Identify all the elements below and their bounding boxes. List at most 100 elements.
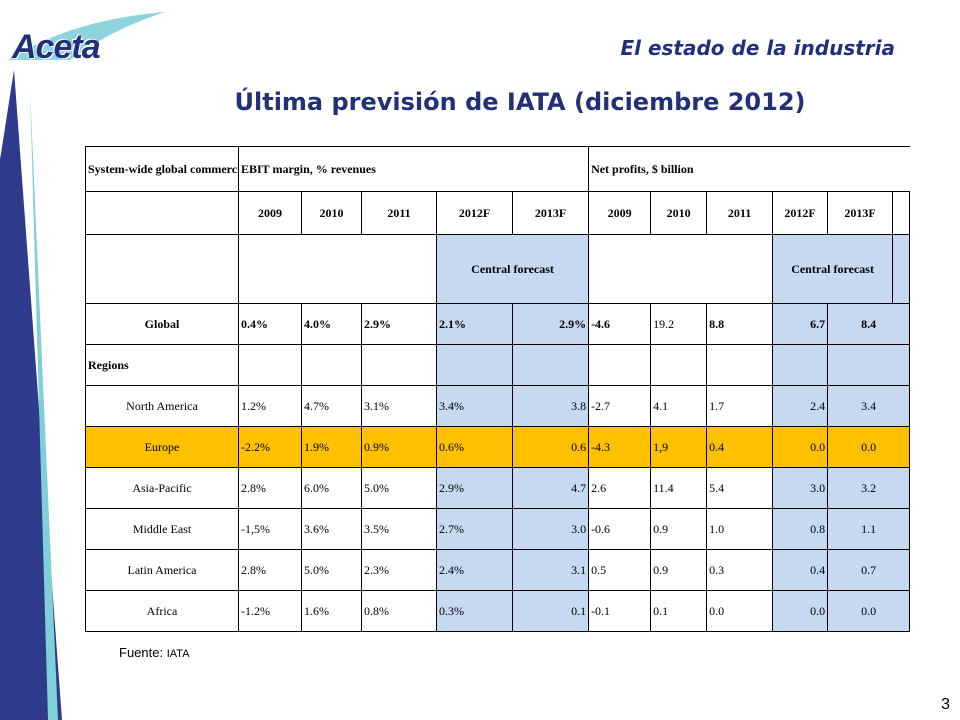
row-label: North America bbox=[85, 385, 239, 427]
year-cell: 2010 bbox=[650, 191, 708, 235]
value-cell: 0.0 bbox=[706, 590, 774, 632]
empty-cell bbox=[85, 234, 239, 304]
value-cell: 2.9% bbox=[511, 303, 590, 345]
row-label: Latin America bbox=[85, 549, 239, 591]
header-cell-airlines: System-wide global commercial airlines bbox=[85, 146, 239, 192]
value-cell: -4.6 bbox=[588, 303, 652, 345]
value-cell: 1.9% bbox=[301, 426, 362, 468]
value-cell: 2.8% bbox=[238, 549, 302, 591]
value-cell: 6.0% bbox=[301, 467, 362, 509]
value-cell: 4.0% bbox=[301, 303, 362, 345]
value-cell: 4.7 bbox=[511, 467, 590, 509]
central-forecast-row: Central forecast Central forecast bbox=[85, 234, 911, 304]
value-cell: 1,9 bbox=[650, 426, 708, 468]
year-cell: 2009 bbox=[238, 191, 302, 235]
value-cell: 5.0% bbox=[301, 549, 362, 591]
table-row: Europe -2.2% 1.9% 0.9% 0.6% 0.6 -4.3 1,9… bbox=[85, 426, 911, 468]
slide-number: 3 bbox=[941, 696, 950, 713]
source-label: Fuente: bbox=[119, 645, 164, 660]
value-cell: 0.0 bbox=[772, 590, 829, 632]
value-cell: 2.9% bbox=[361, 303, 437, 345]
value-cell: -2.2% bbox=[238, 426, 302, 468]
value-cell: 2.9% bbox=[436, 467, 513, 509]
value-cell: 0.3 bbox=[706, 549, 774, 591]
empty-cell bbox=[588, 234, 774, 304]
year-cell: 2012F bbox=[436, 191, 513, 235]
page-title: Última previsión de IATA (diciembre 2012… bbox=[234, 88, 806, 116]
row-label: Europe bbox=[85, 426, 239, 468]
row-label: Regions bbox=[85, 344, 239, 386]
table-row: North America 1.2% 4.7% 3.1% 3.4% 3.8 -2… bbox=[85, 385, 911, 427]
logo: Aceta bbox=[12, 28, 101, 66]
teal-stripe-inner bbox=[30, 90, 58, 720]
value-cell: -1,5% bbox=[238, 508, 302, 550]
year-cell: 2011 bbox=[361, 191, 437, 235]
value-cell: 0.6% bbox=[436, 426, 513, 468]
empty-cell bbox=[827, 344, 911, 386]
value-cell: 0.1 bbox=[511, 590, 590, 632]
table-row: Middle East -1,5% 3.6% 3.5% 2.7% 3.0 -0.… bbox=[85, 508, 911, 550]
source-note: Fuente: IATA bbox=[119, 645, 190, 660]
row-label: Middle East bbox=[85, 508, 239, 550]
row-label: Asia-Pacific bbox=[85, 467, 239, 509]
value-cell: 3.0 bbox=[772, 467, 829, 509]
value-cell: 3.0 bbox=[511, 508, 590, 550]
empty-cell bbox=[361, 344, 437, 386]
year-cell: 2013F bbox=[827, 191, 894, 235]
year-cell: 2010 bbox=[301, 191, 362, 235]
value-cell: 0.5 bbox=[588, 549, 652, 591]
value-cell: 2.4% bbox=[436, 549, 513, 591]
value-cell: -1.2% bbox=[238, 590, 302, 632]
logo-swoosh bbox=[8, 12, 165, 60]
source-value: IATA bbox=[166, 648, 190, 660]
value-cell: 3.4 bbox=[827, 385, 911, 427]
row-label: Africa bbox=[85, 590, 239, 632]
value-cell: 2.1% bbox=[436, 303, 513, 345]
value-cell: 0.9 bbox=[650, 549, 708, 591]
table-row-regions: Regions bbox=[85, 344, 911, 386]
value-cell: 1.2% bbox=[238, 385, 302, 427]
value-cell: 2.7% bbox=[436, 508, 513, 550]
value-cell: 6.7 bbox=[772, 303, 829, 345]
table-row: Latin America 2.8% 5.0% 2.3% 2.4% 3.1 0.… bbox=[85, 549, 911, 591]
value-cell: 2.3% bbox=[361, 549, 437, 591]
value-cell: 0.8% bbox=[361, 590, 437, 632]
value-cell: 5.0% bbox=[361, 467, 437, 509]
year-cell: 2013F bbox=[511, 191, 590, 235]
value-cell: 0.1 bbox=[650, 590, 708, 632]
empty-cell bbox=[588, 344, 652, 386]
value-cell: 0.9% bbox=[361, 426, 437, 468]
spacer-cell bbox=[892, 234, 911, 304]
value-cell: 0.0 bbox=[827, 426, 911, 468]
empty-cell bbox=[238, 234, 437, 304]
iata-forecast-table: System-wide global commercial airlines E… bbox=[85, 146, 911, 632]
value-cell: -4.3 bbox=[588, 426, 652, 468]
value-cell: 3.1 bbox=[511, 549, 590, 591]
value-cell: 2.6 bbox=[588, 467, 652, 509]
table-row-global: Global 0.4% 4.0% 2.9% 2.1% 2.9% -4.6 19.… bbox=[85, 303, 911, 345]
value-cell: 0.0 bbox=[827, 590, 911, 632]
value-cell: 0.7 bbox=[827, 549, 911, 591]
value-cell: 5.4 bbox=[706, 467, 774, 509]
value-cell: -2.7 bbox=[588, 385, 652, 427]
value-cell: 0.4 bbox=[772, 549, 829, 591]
header-cell-ebit: EBIT margin, % revenues bbox=[237, 146, 590, 192]
value-cell: 19.2 bbox=[650, 303, 708, 345]
value-cell: 1.7 bbox=[706, 385, 774, 427]
year-cell: 2011 bbox=[706, 191, 774, 235]
empty-cell bbox=[650, 344, 708, 386]
value-cell: 0.6 bbox=[511, 426, 590, 468]
row-label: Global bbox=[85, 303, 239, 345]
value-cell: 0.4 bbox=[706, 426, 774, 468]
years-label-cell bbox=[85, 191, 239, 235]
empty-cell bbox=[238, 344, 302, 386]
value-cell: 1.1 bbox=[827, 508, 911, 550]
value-cell: 2.4 bbox=[772, 385, 829, 427]
table-header-row: System-wide global commercial airlines E… bbox=[85, 146, 910, 192]
value-cell: 8.4 bbox=[827, 303, 911, 345]
years-row: 2009 2010 2011 2012F 2013F 2009 2010 201… bbox=[85, 191, 911, 235]
value-cell: 3.2 bbox=[827, 467, 911, 509]
value-cell: 3.6% bbox=[301, 508, 362, 550]
empty-cell bbox=[706, 344, 774, 386]
value-cell: -0.1 bbox=[588, 590, 652, 632]
